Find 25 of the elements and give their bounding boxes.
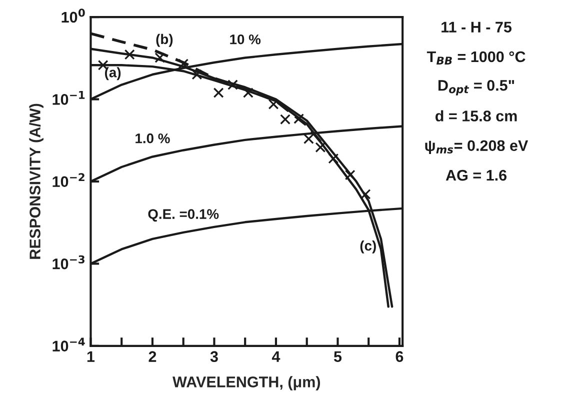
series-label: (b) [156, 34, 173, 47]
x-tick-label: 3 [210, 351, 218, 362]
series-label: (a) [105, 67, 121, 80]
series-label: 1.0 % [136, 133, 170, 144]
y-tick-label: 10$^{0}$ [62, 8, 85, 23]
text: ψ$_{ms}$= 0.208 eV [425, 140, 528, 154]
y-tick-label: 10$^{−3}$ [52, 255, 84, 270]
text: D$_{opt}$ = 0.5" [438, 80, 514, 96]
series-label: (c) [360, 240, 376, 254]
x-tick-label: 4 [272, 351, 280, 362]
text: d = 15.8 cm [436, 110, 517, 122]
y-axis-title: RESPONSIVITY (A/W) [29, 104, 44, 259]
series-label: Q.E. =0.1% [148, 209, 219, 222]
text: T$_{BB}$ = 1000 °C [426, 51, 526, 64]
text: 11 - H - 75 [442, 22, 512, 33]
y-tick-label: 10$^{−1}$ [52, 91, 85, 105]
x-tick-label: 6 [396, 351, 404, 362]
x-tick-label: 1 [87, 351, 95, 362]
y-tick-label: 10$^{−4}$ [52, 338, 85, 352]
x-tick-label: 5 [334, 351, 342, 362]
x-tick-label: 2 [148, 351, 156, 362]
text: AG = 1.6 [446, 170, 507, 181]
x-axis-title: WAVELENGTH, (μm) [172, 376, 320, 390]
y-tick-label: 10$^{−2}$ [52, 173, 84, 188]
series-label: 10 % [230, 34, 261, 44]
